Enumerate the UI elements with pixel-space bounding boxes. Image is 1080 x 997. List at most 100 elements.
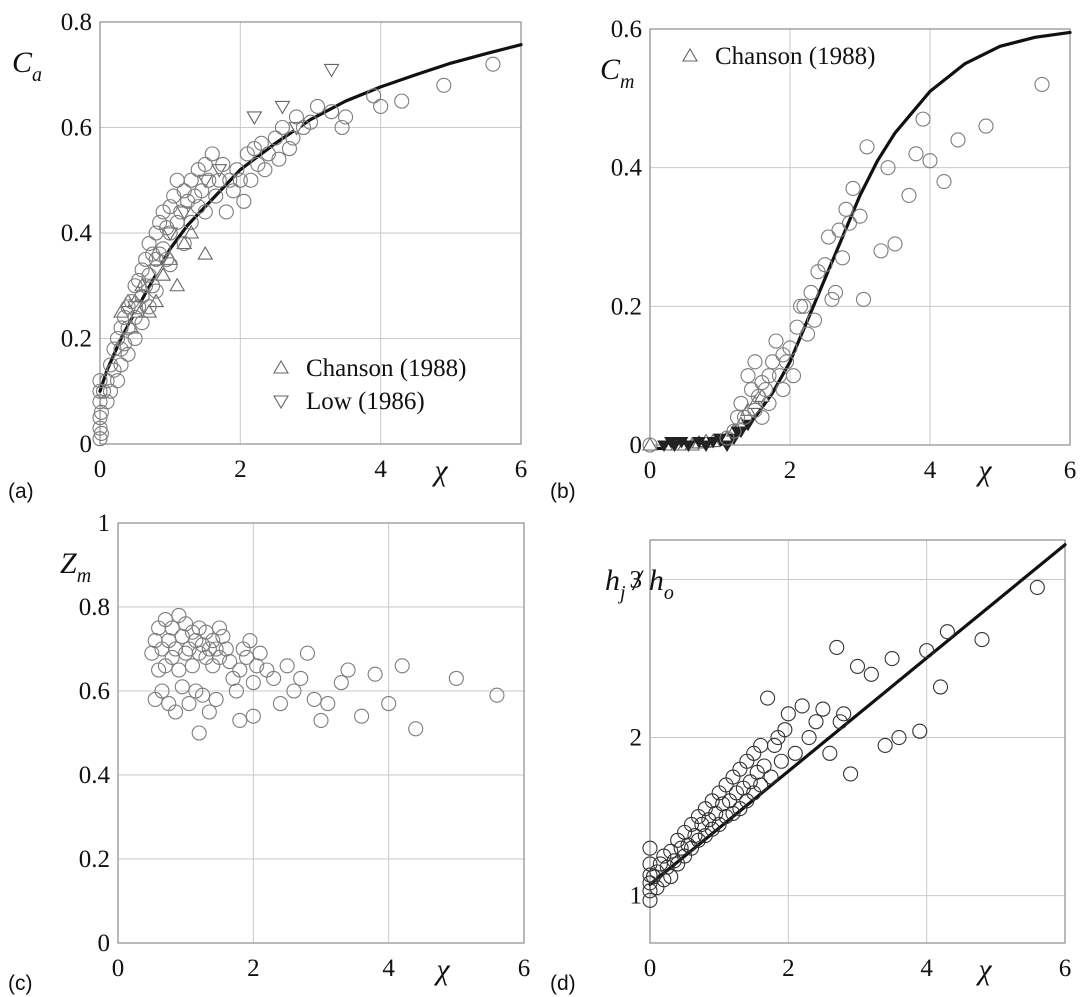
data-point (205, 658, 221, 674)
panel-label: (d) (550, 972, 576, 995)
data-point (195, 687, 211, 703)
data-point (394, 658, 410, 674)
data-point (285, 130, 301, 146)
data-point (145, 278, 161, 294)
data-point (340, 662, 356, 678)
data-point (236, 193, 252, 209)
data-point (645, 869, 662, 885)
data-point (109, 373, 126, 389)
data-point (162, 199, 178, 215)
data-point (127, 278, 143, 294)
data-point (806, 312, 823, 328)
data-point (873, 243, 889, 259)
data-point (274, 119, 290, 136)
data-point (780, 706, 796, 722)
data-point (915, 111, 931, 127)
data-point (836, 706, 852, 722)
data-point (117, 336, 133, 352)
data-point (197, 174, 214, 189)
y-axis-label-subscript: a (32, 64, 42, 86)
x-axis-label: χ (433, 953, 450, 986)
data-point (831, 222, 847, 238)
data-point (323, 63, 340, 78)
y-tick-label: 0 (80, 431, 93, 458)
data-point (642, 437, 658, 453)
data-point (242, 633, 258, 649)
data-point (141, 299, 157, 315)
data-point (733, 395, 749, 411)
data-point (95, 383, 112, 399)
data-point (408, 721, 424, 737)
y-axis-label: Cm (600, 53, 634, 93)
data-point (766, 737, 783, 754)
panel-a: 0 2 4 6 0 0.2 0.4 0.6 0.8 Ca χ (a) Chanson (1988) Low… (8, 9, 527, 503)
data-point (184, 658, 200, 674)
data-point (205, 633, 221, 649)
data-point (820, 229, 837, 245)
data-point (787, 745, 803, 761)
legend-entry: Chanson (1988) (715, 43, 875, 70)
data-point (245, 708, 261, 724)
data-point (699, 440, 713, 452)
fit-curve (648, 30, 1072, 451)
data-point (288, 109, 305, 125)
y-tick-label: 0.6 (61, 115, 92, 142)
data-point (338, 109, 354, 125)
data-point (154, 683, 170, 699)
data-point (281, 141, 298, 157)
x-tick-label: 2 (782, 955, 795, 982)
data-point (246, 111, 263, 126)
data-point (92, 383, 108, 399)
data-point (167, 704, 184, 720)
data-point (194, 183, 210, 199)
data-point (777, 722, 793, 738)
data-point (208, 188, 224, 204)
data-point (880, 160, 896, 176)
data-point (666, 853, 682, 869)
x-tick-label: 0 (94, 456, 107, 483)
data-point (673, 840, 689, 856)
data-point (822, 745, 838, 761)
data-point (936, 173, 952, 190)
data-point (642, 867, 658, 883)
data-point (381, 696, 397, 712)
y-tick-label: 0.8 (79, 594, 110, 621)
data-point (775, 381, 791, 398)
plot-frame (649, 539, 1066, 944)
data-point (222, 654, 238, 670)
data-point (817, 257, 833, 273)
data-point (891, 729, 907, 746)
data-point (260, 146, 276, 162)
data-point (313, 712, 329, 728)
data-point (113, 320, 129, 336)
data-point (657, 440, 671, 452)
data-point (908, 146, 924, 162)
y-tick-label: 0.8 (61, 9, 92, 36)
data-point (333, 675, 349, 691)
data-point (1029, 579, 1045, 595)
data-point (293, 670, 309, 686)
x-axis-label: χ (431, 454, 448, 487)
data-point (939, 624, 955, 640)
data-point (736, 409, 753, 425)
data-point (815, 701, 831, 717)
data-point (232, 712, 248, 728)
data-point (974, 632, 990, 648)
data-point (485, 56, 501, 72)
data-point (145, 246, 161, 262)
data-point (208, 691, 224, 707)
data-point (720, 440, 734, 452)
data-point (239, 649, 255, 665)
data-point (141, 236, 157, 252)
data-point (729, 409, 746, 425)
data-point (681, 440, 696, 452)
data-point (852, 208, 868, 224)
data-point (151, 620, 167, 636)
data-point (173, 204, 189, 220)
panel-label: (b) (550, 480, 576, 503)
data-point (191, 725, 207, 741)
data-point (302, 114, 319, 130)
data-point (127, 330, 143, 347)
